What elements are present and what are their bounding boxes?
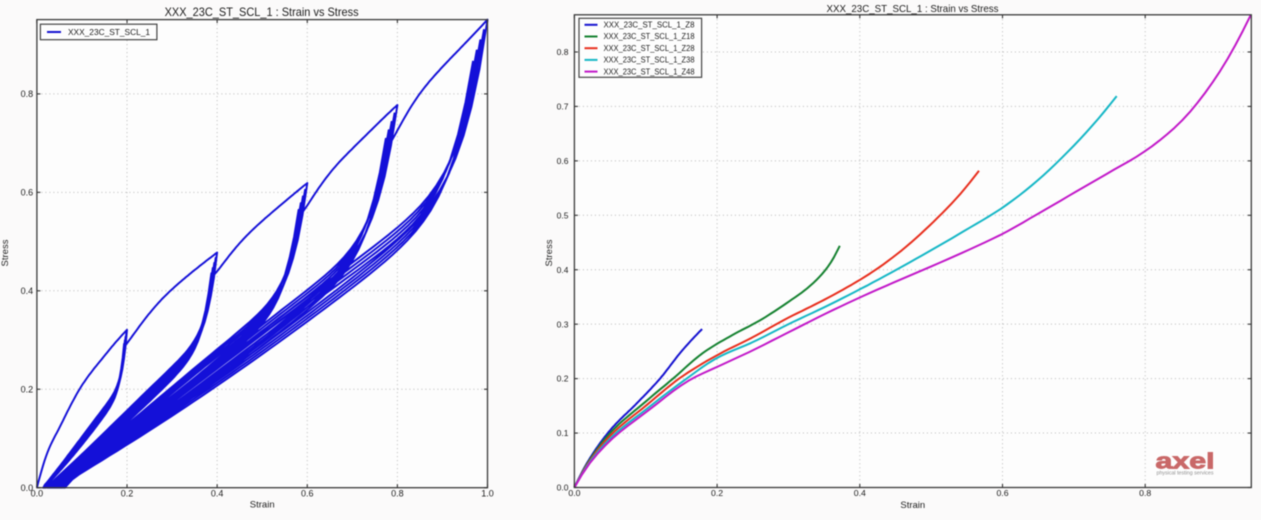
svg-text:0.8: 0.8 [391, 489, 404, 499]
svg-text:XXX_23C_ST_SCL_1_Z48: XXX_23C_ST_SCL_1_Z48 [604, 67, 695, 76]
svg-text:0.0: 0.0 [21, 483, 34, 493]
svg-text:0.0: 0.0 [31, 489, 44, 499]
svg-text:0.3: 0.3 [557, 319, 569, 329]
svg-text:XXX_23C_ST_SCL_1: XXX_23C_ST_SCL_1 [68, 27, 150, 37]
svg-text:0.8: 0.8 [557, 47, 569, 57]
svg-text:0.6: 0.6 [557, 156, 569, 166]
svg-text:XXX_23C_ST_SCL_1 : Strain vs S: XXX_23C_ST_SCL_1 : Strain vs Stress [165, 5, 359, 19]
svg-text:physical testing services: physical testing services [1157, 470, 1214, 476]
svg-text:0.6: 0.6 [301, 489, 314, 499]
svg-text:axel: axel [1156, 449, 1215, 474]
svg-text:0.0: 0.0 [557, 483, 569, 493]
svg-text:0.8: 0.8 [1139, 488, 1151, 498]
svg-text:0.1: 0.1 [557, 428, 569, 438]
svg-text:Strain: Strain [250, 500, 275, 511]
svg-text:1.0: 1.0 [481, 489, 494, 499]
svg-text:XXX_23C_ST_SCL_1_Z8: XXX_23C_ST_SCL_1_Z8 [604, 21, 695, 30]
svg-text:0.0: 0.0 [568, 488, 580, 498]
svg-text:Stress: Stress [544, 239, 555, 266]
svg-text:XXX_23C_ST_SCL_1_Z38: XXX_23C_ST_SCL_1_Z38 [604, 56, 695, 65]
svg-text:Strain: Strain [900, 500, 925, 511]
svg-text:XXX_23C_ST_SCL_1 : Strain vs S: XXX_23C_ST_SCL_1 : Strain vs Stress [827, 4, 999, 15]
svg-text:0.7: 0.7 [557, 102, 569, 112]
svg-text:0.2: 0.2 [711, 488, 723, 498]
svg-text:XXX_23C_ST_SCL_1_Z28: XXX_23C_ST_SCL_1_Z28 [604, 44, 695, 53]
svg-text:0.2: 0.2 [557, 374, 569, 384]
svg-text:0.6: 0.6 [996, 488, 1008, 498]
svg-text:XXX_23C_ST_SCL_1_Z18: XXX_23C_ST_SCL_1_Z18 [604, 32, 695, 41]
svg-text:0.5: 0.5 [557, 210, 569, 220]
svg-text:0.8: 0.8 [21, 89, 34, 99]
svg-text:0.4: 0.4 [854, 488, 866, 498]
svg-text:Stress: Stress [0, 239, 11, 266]
svg-text:0.4: 0.4 [211, 489, 224, 499]
svg-text:0.4: 0.4 [21, 286, 34, 296]
svg-text:0.6: 0.6 [21, 188, 34, 198]
svg-text:0.4: 0.4 [557, 265, 569, 275]
svg-text:0.2: 0.2 [21, 384, 34, 394]
svg-text:0.2: 0.2 [121, 489, 134, 499]
